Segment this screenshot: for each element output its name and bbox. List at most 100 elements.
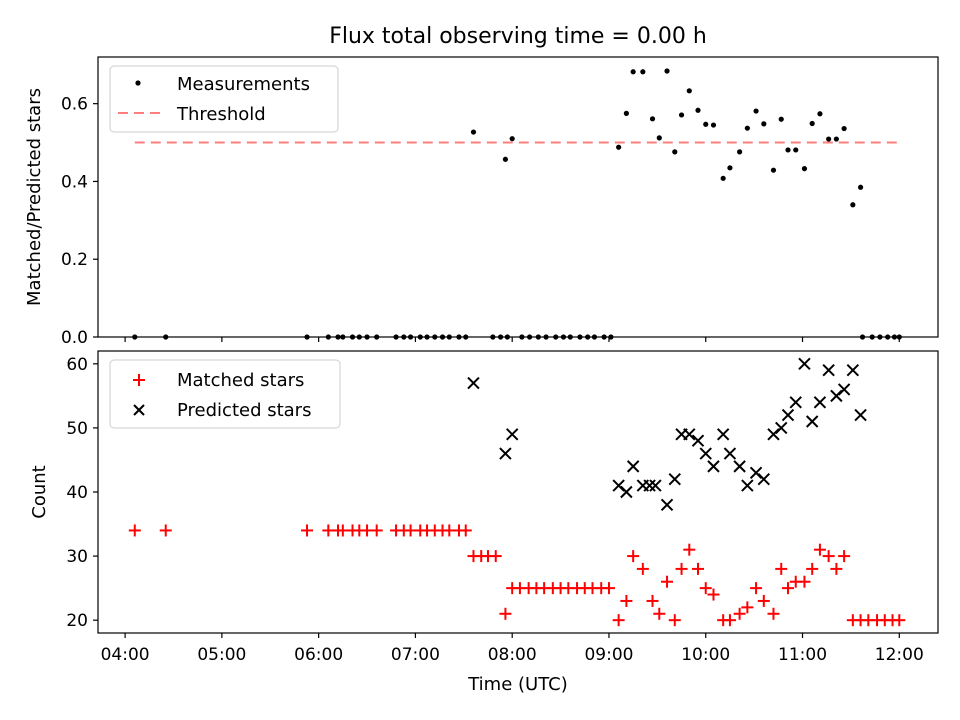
matched-star-point [128, 524, 141, 537]
measurement-point [678, 112, 685, 118]
matched-star-point [813, 543, 826, 556]
measurement-point [664, 68, 670, 74]
measurement-point [640, 69, 646, 75]
measurement-point [850, 202, 856, 208]
measurement-point [753, 108, 759, 114]
x-tick-label-0: 04:00 [101, 645, 150, 665]
measurement-point [744, 125, 750, 131]
predicted-star-point [467, 376, 480, 390]
bottom-legend: Matched stars Predicted stars [109, 359, 341, 429]
bottom-legend-box [109, 359, 341, 429]
matched-star-point [699, 582, 712, 595]
predicted-star-point [643, 479, 656, 492]
predicted-star-point [499, 447, 512, 460]
measurement-point [509, 136, 515, 142]
top-legend: Measurements Threshold [109, 65, 339, 133]
x-tick-label-2: 06:00 [294, 645, 343, 665]
predicted-star-point [683, 428, 696, 441]
predicted-star-point [649, 479, 662, 492]
predicted-star-point [837, 383, 851, 396]
top-x-ticks [124, 337, 900, 342]
measurement-point [502, 156, 509, 162]
measurement-point [841, 125, 847, 132]
x-tick-label-7: 11:00 [778, 645, 827, 665]
matched-star-point [782, 582, 794, 595]
bottom-y-tick-label-2: 40 [66, 483, 88, 503]
bottom-y-axis-label: Count [29, 465, 50, 518]
matched-star-point [668, 614, 681, 627]
matched-star-point [750, 582, 763, 595]
top-y-tick-label-1: 0.2 [61, 250, 88, 270]
matched-star-point [741, 601, 754, 614]
matched-star-point [646, 594, 659, 607]
bottom-y-tick-label-4: 60 [66, 355, 88, 375]
predicted-star-point [723, 447, 737, 460]
matched-star-point [370, 524, 383, 537]
top-axes-frame [97, 56, 939, 338]
measurement-point [761, 121, 767, 127]
measurement-point [623, 110, 629, 116]
matched-star-point [767, 607, 780, 620]
predicted-star-point [691, 434, 705, 447]
x-tick-label-1: 05:00 [197, 645, 246, 665]
top-y-ticks: 0.0 0.2 0.4 0.6 [61, 95, 98, 348]
predicted-star-point [716, 428, 730, 441]
top-y-axis-label: Matched/Predicted stars [24, 88, 45, 306]
measurement-point [793, 147, 799, 153]
x-tick-label-8: 12:00 [875, 645, 924, 665]
bottom-y-ticks: 20 30 40 50 60 [66, 355, 98, 631]
measurement-point [695, 107, 701, 113]
chart-title: Flux total observing time = 0.00 h [329, 24, 707, 49]
top-panel-flux-ratio: Matched/Predicted stars 0.0 0.2 0.4 0.6 Mea… [24, 56, 939, 348]
measurement-point [727, 165, 733, 171]
predicted-star-point [822, 364, 835, 377]
predicted-star-point [805, 415, 819, 428]
matched-star-point [489, 550, 502, 563]
predicted-star-point [781, 408, 795, 422]
predicted-star-point [846, 364, 860, 377]
predicted-star-point [707, 460, 720, 473]
measurement-point [778, 116, 784, 122]
measurement-point [710, 122, 717, 128]
matched-star-point [798, 575, 811, 588]
measurement-point [801, 166, 808, 172]
predicted-star-point [789, 396, 802, 409]
matched-star-point [830, 562, 843, 575]
predicted-star-point [626, 460, 640, 473]
measurement-point [686, 88, 692, 94]
bottom-axes-frame [97, 350, 939, 634]
matched-star-point [499, 607, 512, 620]
top-legend-box [109, 65, 339, 133]
measurement-point [826, 136, 832, 142]
x-axis-label: Time (UTC) [467, 674, 568, 695]
measurement-point [720, 175, 726, 181]
bottom-y-tick-label-3: 50 [66, 419, 88, 439]
matched-star-point [822, 550, 835, 563]
legend-predicted-marker [133, 404, 145, 416]
measurement-point [785, 147, 791, 153]
measurement-point [703, 121, 709, 127]
measurement-point [737, 149, 743, 155]
predicted-star-point [854, 408, 867, 422]
predicted-star-point [668, 472, 681, 486]
matched-star-point [459, 524, 472, 537]
measurement-point [817, 111, 823, 117]
bottom-panel-star-counts: Count Time (UTC) 20 30 40 50 60 04:00 05:00 06… [29, 350, 939, 695]
matched-star-point [675, 562, 688, 575]
legend-threshold-label: Threshold [176, 104, 266, 125]
matched-star-point [683, 543, 696, 556]
measurement-point [616, 144, 622, 150]
legend-matched-marker [133, 374, 145, 386]
matched-star-point [806, 562, 819, 575]
top-y-tick-label-0: 0.0 [61, 328, 88, 348]
measurement-point [857, 184, 864, 190]
measurement-point [672, 149, 678, 155]
predicted-star-point [813, 396, 827, 409]
measurement-point [649, 116, 656, 122]
measurement-point [630, 69, 636, 75]
measurement-point [833, 136, 839, 142]
matched-star-point [893, 614, 906, 627]
x-tick-label-4: 08:00 [488, 645, 537, 665]
matched-star-point [692, 562, 704, 575]
legend-matched-label: Matched stars [177, 370, 304, 391]
